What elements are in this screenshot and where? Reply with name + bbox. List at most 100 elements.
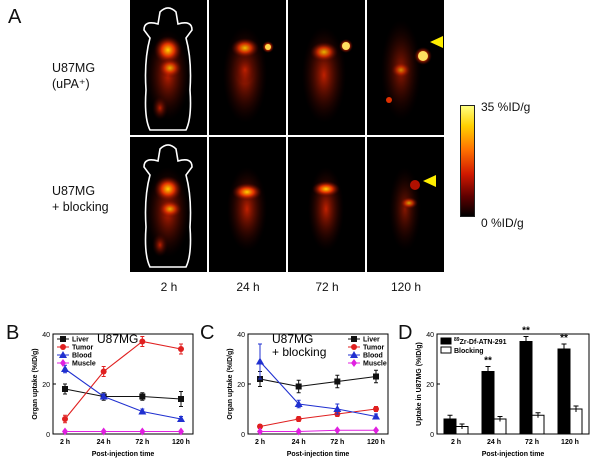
bar — [557, 348, 571, 435]
row-label-uninhibited: U87MG (uPA⁺) — [52, 60, 95, 92]
y-tick-label: 0 — [46, 432, 50, 439]
legend-swatch — [440, 346, 452, 354]
panel-letter-d: D — [398, 322, 413, 344]
legend-label: Liver — [72, 337, 89, 344]
x-tick-label: 2 h — [255, 439, 265, 446]
series-line-blood — [259, 361, 377, 418]
pet-image-blocking-120h — [367, 137, 444, 272]
chart-title: U87MG — [272, 332, 313, 346]
time-label: 24 h — [236, 280, 260, 294]
pet-image-uninhibited-72h — [288, 0, 365, 135]
data-point — [100, 427, 107, 436]
data-point — [177, 415, 185, 422]
row-label-line: U87MG — [52, 61, 96, 75]
colorbar-min-label: 0 %ID/g — [481, 216, 524, 230]
data-point — [62, 386, 68, 392]
y-tick-label: 0 — [241, 432, 245, 439]
data-point — [62, 416, 68, 422]
data-point — [61, 365, 69, 372]
chart-title: U87MG — [97, 332, 138, 346]
data-point — [62, 427, 68, 436]
legend-label: Blocking — [454, 348, 484, 355]
tumor-arrow-icon — [430, 36, 443, 48]
x-axis-label: Post-injection time — [482, 451, 545, 458]
chart-title: + blocking — [272, 345, 326, 359]
x-tick-label: 72 h — [330, 439, 344, 446]
pet-image-blocking-2h — [130, 137, 207, 272]
data-point — [334, 378, 341, 385]
colorbar — [460, 105, 475, 217]
row-label-line: + blocking — [52, 200, 109, 214]
data-point — [373, 406, 379, 412]
colorbar-max-label: 35 %ID/g — [481, 100, 531, 114]
data-point — [257, 423, 263, 430]
x-tick-label: 72 h — [135, 439, 149, 446]
series-line-liver — [259, 375, 377, 388]
series-line-blood — [64, 368, 182, 420]
data-point — [139, 393, 146, 400]
y-tick-label: 40 — [426, 332, 434, 339]
significance-marker: ** — [560, 333, 568, 344]
legend-label: Liver — [363, 337, 380, 344]
pet-image-uninhibited-120h — [367, 0, 444, 135]
y-axis-label: Organ uptake (%ID/g) — [32, 348, 39, 419]
x-tick-label: 72 h — [525, 439, 539, 446]
x-tick-label: 24 h — [487, 439, 501, 446]
data-point — [372, 412, 380, 420]
x-tick-label: 24 h — [292, 439, 306, 446]
time-label: 120 h — [390, 280, 422, 294]
data-point — [257, 427, 263, 436]
time-label: 72 h — [315, 280, 339, 294]
panel-letter-b: B — [6, 322, 20, 344]
legend-label: Muscle — [363, 361, 387, 368]
y-tick-label: 20 — [426, 382, 434, 389]
pet-image-uninhibited-2h — [130, 0, 207, 135]
series-line-liver — [64, 388, 182, 400]
time-label: 2 h — [160, 280, 178, 294]
data-point — [99, 392, 108, 400]
chart-c-organ-uptake-blocking: 0 20 40 2 h 24 h 72 h 120 h Post-injection time… — [227, 332, 389, 458]
legend-label: Blood — [363, 353, 383, 360]
x-tick-label: 2 h — [60, 439, 70, 446]
data-point — [350, 351, 358, 358]
x-axis-label: Post-injection time — [287, 451, 350, 458]
y-axis-label: Uptake in U87MG (%ID/g) — [416, 342, 423, 426]
legend-label: Tumor — [363, 345, 385, 352]
chart-b-organ-uptake: 0 20 40 2 h 24 h 72 h 120 h Post-injection time… — [32, 332, 194, 458]
legend-label-superscript: 89 — [454, 337, 460, 343]
panel-letter-a: A — [8, 6, 22, 28]
significance-marker: ** — [522, 326, 530, 337]
data-point — [295, 416, 302, 422]
data-point — [373, 426, 379, 435]
y-tick-label: 20 — [237, 382, 245, 389]
data-point — [139, 338, 146, 345]
row-label-line: U87MG — [52, 184, 96, 198]
legend-swatch — [440, 337, 452, 345]
data-point — [178, 396, 184, 402]
data-point — [138, 407, 147, 415]
x-tick-label: 120 h — [561, 439, 579, 446]
data-point — [294, 400, 303, 407]
legend-label: Blood — [72, 353, 92, 360]
bar — [569, 408, 583, 435]
x-tick-label: 2 h — [451, 439, 461, 446]
y-tick-label: 40 — [42, 332, 50, 339]
significance-marker: ** — [484, 356, 492, 367]
data-point — [295, 383, 302, 390]
data-point — [59, 351, 67, 358]
y-tick-label: 40 — [237, 332, 245, 339]
data-point — [178, 346, 184, 352]
legend-label: Muscle — [72, 361, 96, 368]
pet-image-blocking-24h — [209, 137, 286, 272]
tumor-arrow-icon — [423, 175, 436, 187]
data-point — [295, 427, 302, 436]
data-point — [60, 336, 66, 342]
data-point — [333, 405, 342, 412]
bar — [481, 371, 495, 435]
row-label-blocking: U87MG + blocking — [52, 183, 109, 215]
legend-label: 89Zr-Df-ATN-291 — [454, 337, 507, 346]
series-line-muscle — [260, 429, 376, 433]
data-point — [351, 336, 357, 342]
data-point — [100, 368, 107, 375]
y-tick-label: 20 — [42, 382, 50, 389]
